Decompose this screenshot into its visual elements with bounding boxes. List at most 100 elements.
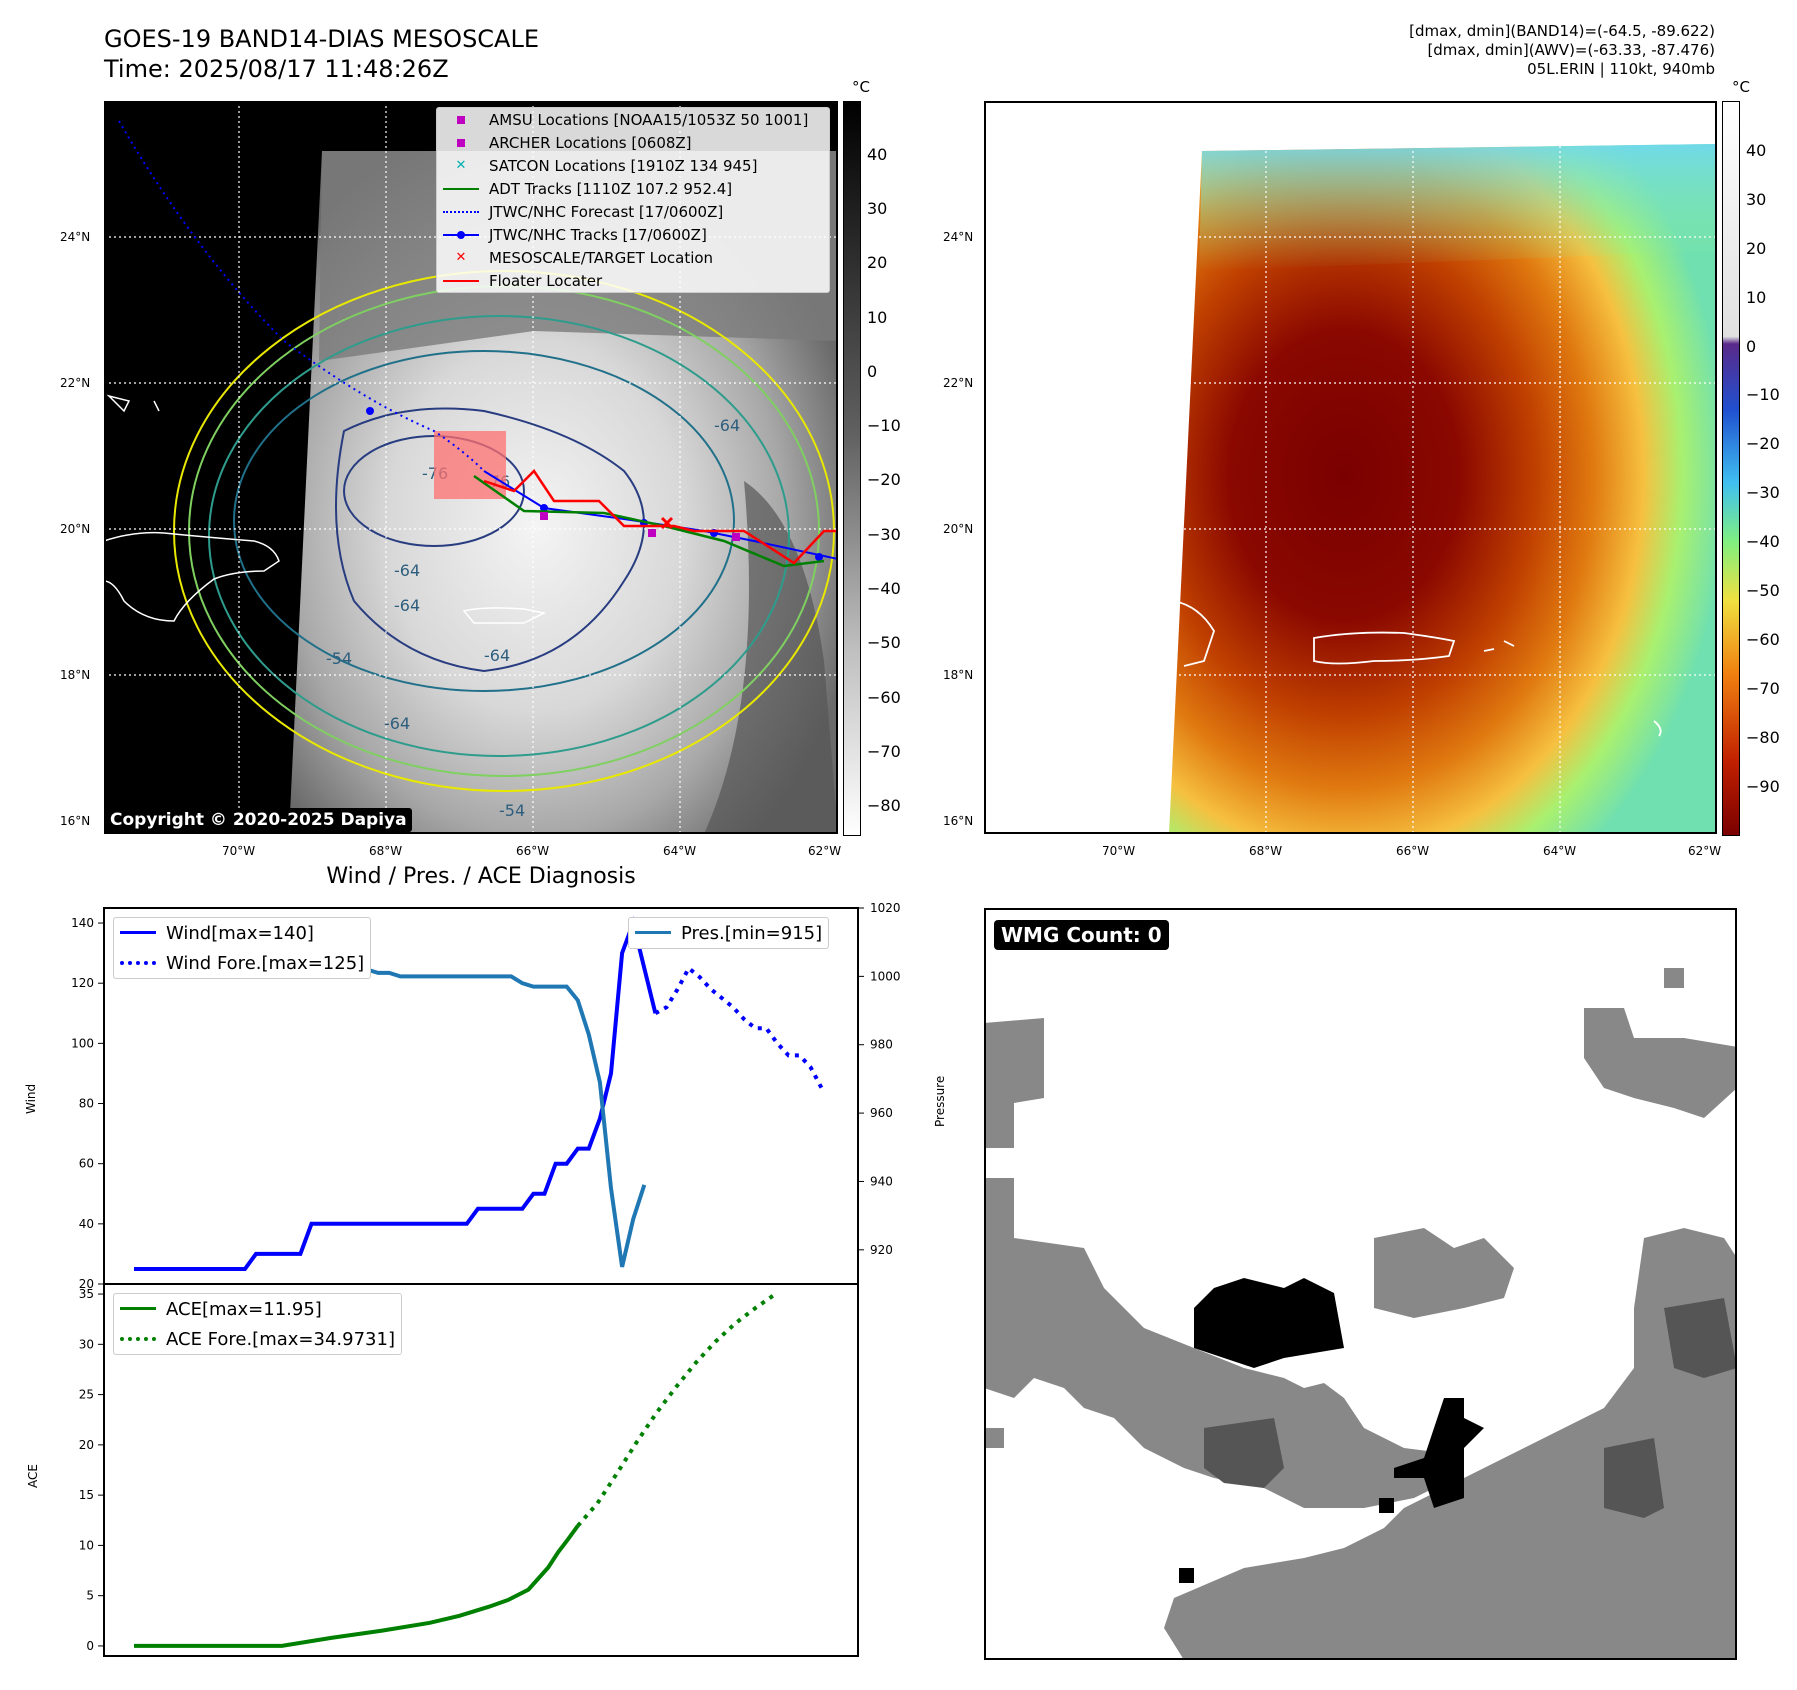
series-line [134, 916, 658, 1271]
lat-label: 20°N [60, 522, 91, 536]
coastline [104, 394, 547, 624]
lat-label: 22°N [943, 376, 974, 390]
lat-label: 22°N [60, 376, 91, 390]
lon-label: 68°W [369, 844, 403, 858]
stats-line-2: [dmax, dmin](AWV)=(-63.33, -87.476) [1427, 41, 1715, 59]
plot-frame [103, 1283, 859, 1657]
lat-label: 18°N [943, 668, 974, 682]
colorbar-tick: −80 [867, 796, 901, 815]
map-grid [984, 101, 1717, 834]
y2-tick-label: 1020 [870, 901, 901, 915]
legend-entry: ARCHER Locations [0608Z] [437, 131, 829, 154]
awv-map-image [984, 101, 1717, 834]
legend-entry: Wind[max=140] [114, 918, 370, 948]
wmg-black-cells [1179, 1278, 1484, 1583]
series-line [654, 965, 824, 1090]
colorbar-tick: −70 [1746, 679, 1780, 698]
dotted-line-icon [120, 1332, 156, 1346]
series-line [134, 1524, 580, 1648]
diagnosis-title: Wind / Pres. / ACE Diagnosis [326, 864, 636, 889]
wmg-count-badge: WMG Count: 0 [994, 920, 1169, 950]
y-tick-label: 35 [79, 1287, 94, 1301]
x-marker-icon: ✕ [455, 157, 467, 173]
contour-label: -64 [384, 714, 410, 733]
colorbar-tick: 20 [867, 253, 888, 272]
colorbar-tick: 0 [867, 362, 878, 381]
legend-entry: AMSU Locations [NOAA15/1053Z 50 1001] [437, 108, 829, 131]
square-marker-icon [443, 136, 479, 150]
colorbar-tick: −20 [1746, 434, 1780, 453]
colorbar-tick: −40 [867, 579, 901, 598]
legend-entry: ✕ SATCON Locations [1910Z 134 945] [437, 154, 829, 177]
solid-line-icon [120, 926, 156, 940]
y-tick-label: 25 [79, 1388, 94, 1402]
lon-label: 66°W [516, 844, 550, 858]
legend-entry: Wind Fore.[max=125] [114, 948, 370, 978]
wmg-panel: WMG Count: 0 [984, 908, 1737, 1660]
colorbar-tick: −50 [867, 633, 901, 652]
y-tick-label: 20 [79, 1438, 94, 1452]
wind-axis-label: Wind [24, 1083, 38, 1114]
contour-label: -64 [484, 646, 510, 665]
floater-track [483, 469, 838, 565]
dotted-line-icon [120, 956, 156, 970]
y-tick-label: 15 [79, 1488, 94, 1502]
y-tick-label: 40 [79, 1217, 94, 1231]
awv-map-panel [984, 101, 1717, 834]
y-tick-label: 10 [79, 1538, 94, 1552]
colorbar-tick: 10 [867, 308, 888, 327]
colorbar-tick: 30 [1746, 190, 1767, 209]
legend-entry: ADT Tracks [1110Z 107.2 952.4] [437, 177, 829, 200]
stats-annotation: [dmax, dmin](BAND14)=(-64.5, -89.622) [d… [1115, 22, 1715, 79]
line-dot-icon [443, 228, 479, 242]
legend-entry: ACE Fore.[max=34.9731] [114, 1324, 401, 1354]
y2-tick-label: 940 [870, 1174, 893, 1188]
legend-entry: Pres.[min=915] [629, 918, 828, 948]
title-line-2: Time: 2025/08/17 11:48:26Z [104, 55, 449, 83]
solid-line-icon [443, 182, 479, 196]
target-marker [660, 516, 674, 530]
right-colorbar-unit: °C [1732, 78, 1750, 96]
solid-line-icon [120, 1302, 156, 1316]
y2-tick-label: 980 [870, 1038, 893, 1052]
lon-label: 62°W [808, 844, 842, 858]
amsu-archer-points [540, 512, 740, 541]
y-tick-label: 60 [79, 1157, 94, 1171]
colorbar-tick: −80 [1746, 728, 1780, 747]
stats-line-3: 05L.ERIN | 110kt, 940mb [1527, 60, 1715, 78]
lon-label: 64°W [1543, 844, 1577, 858]
map-legend: AMSU Locations [NOAA15/1053Z 50 1001] AR… [436, 107, 830, 293]
ace-legend: ACE[max=11.95] ACE Fore.[max=34.9731] [113, 1293, 402, 1355]
lon-label: 70°W [1102, 844, 1136, 858]
colorbar-tick: −40 [1746, 532, 1780, 551]
series-line [576, 1292, 777, 1528]
lon-label: 64°W [663, 844, 697, 858]
lon-label: 68°W [1249, 844, 1283, 858]
wmg-image [984, 908, 1737, 1660]
x-marker-icon: ✕ [455, 249, 467, 265]
square-marker-icon [443, 113, 479, 127]
awv-swath [1169, 144, 1717, 834]
colorbar-tick: −60 [1746, 630, 1780, 649]
legend-entry: Floater Locater [437, 269, 829, 292]
mesoscale-target-box [434, 431, 506, 499]
series-line [134, 933, 647, 1268]
y-tick-label: 80 [79, 1097, 94, 1111]
colorbar-tick: 20 [1746, 239, 1767, 258]
colorbar-tick: −50 [1746, 581, 1780, 600]
coastline [1173, 600, 1662, 737]
left-colorbar-unit: °C [852, 78, 870, 96]
stats-line-1: [dmax, dmin](BAND14)=(-64.5, -89.622) [1409, 22, 1715, 40]
colorbar-tick: −20 [867, 470, 901, 489]
ace-axis-label: ACE [26, 1464, 40, 1488]
y-tick-label: 30 [79, 1337, 94, 1351]
lat-label: 20°N [943, 522, 974, 536]
lon-label: 66°W [1396, 844, 1430, 858]
contour-label: -64 [394, 596, 420, 615]
solid-line-icon [635, 926, 671, 940]
y-tick-label: 20 [79, 1277, 94, 1290]
lon-label: 62°W [1688, 844, 1722, 858]
y2-tick-label: 960 [870, 1106, 893, 1120]
y-tick-label: 0 [86, 1639, 94, 1653]
colorbar-tick: −90 [1746, 777, 1780, 796]
